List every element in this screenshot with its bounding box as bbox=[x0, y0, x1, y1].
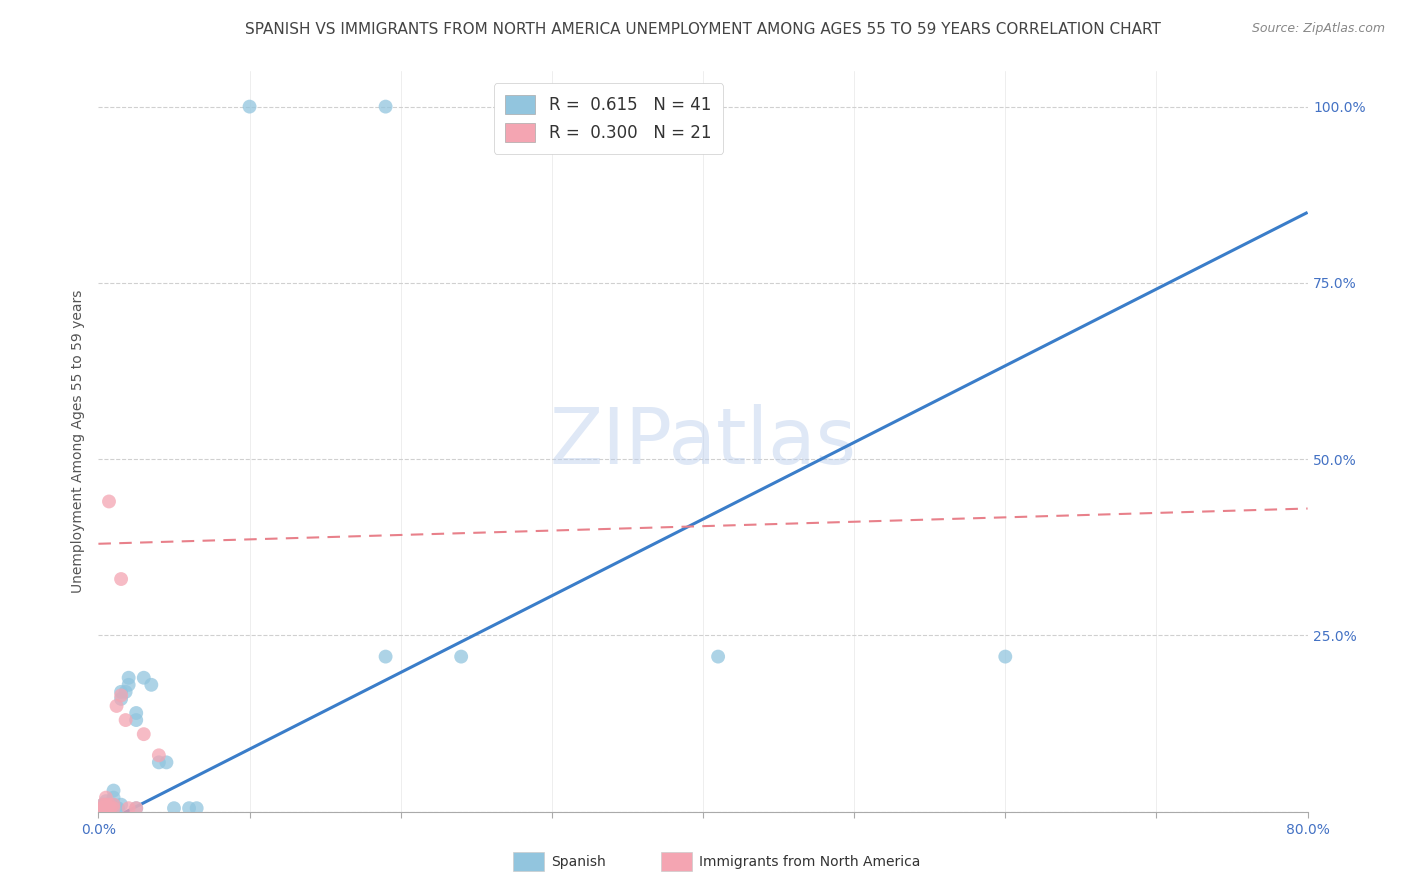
Point bbox=[374, 649, 396, 664]
Point bbox=[103, 797, 125, 812]
Text: SPANISH VS IMMIGRANTS FROM NORTH AMERICA UNEMPLOYMENT AMONG AGES 55 TO 59 YEARS : SPANISH VS IMMIGRANTS FROM NORTH AMERICA… bbox=[245, 22, 1161, 37]
Point bbox=[110, 685, 132, 699]
Point bbox=[98, 797, 121, 812]
Point bbox=[118, 671, 141, 685]
Point bbox=[118, 801, 141, 815]
Text: Source: ZipAtlas.com: Source: ZipAtlas.com bbox=[1251, 22, 1385, 36]
Point bbox=[148, 748, 170, 763]
Point bbox=[707, 649, 730, 664]
Point bbox=[110, 797, 132, 812]
Point bbox=[107, 801, 129, 815]
Point bbox=[105, 698, 128, 713]
Point bbox=[100, 801, 122, 815]
Point bbox=[93, 801, 115, 815]
Point bbox=[374, 100, 396, 114]
Point bbox=[163, 801, 186, 815]
Point bbox=[94, 797, 117, 812]
Point bbox=[90, 801, 112, 815]
Point bbox=[94, 801, 117, 815]
Point bbox=[100, 797, 122, 812]
Point bbox=[91, 801, 114, 815]
Point bbox=[450, 649, 472, 664]
Point bbox=[103, 801, 125, 815]
Point bbox=[110, 692, 132, 706]
Point bbox=[94, 797, 117, 812]
Text: Immigrants from North America: Immigrants from North America bbox=[699, 855, 920, 869]
Point bbox=[94, 801, 117, 815]
Point bbox=[132, 671, 155, 685]
Point bbox=[239, 100, 262, 114]
Text: Spanish: Spanish bbox=[551, 855, 606, 869]
Point bbox=[179, 801, 201, 815]
Point bbox=[96, 801, 118, 815]
Point bbox=[103, 783, 125, 797]
Point bbox=[100, 801, 122, 815]
Point bbox=[103, 797, 125, 812]
Point bbox=[155, 756, 177, 770]
Point bbox=[103, 801, 125, 815]
Point bbox=[1357, 100, 1379, 114]
Point bbox=[98, 494, 121, 508]
Point bbox=[125, 801, 148, 815]
Point bbox=[91, 797, 114, 812]
Point bbox=[96, 801, 118, 815]
Point bbox=[94, 790, 117, 805]
Point bbox=[132, 727, 155, 741]
Point bbox=[141, 678, 163, 692]
Point bbox=[148, 756, 170, 770]
Y-axis label: Unemployment Among Ages 55 to 59 years: Unemployment Among Ages 55 to 59 years bbox=[70, 290, 84, 593]
Point bbox=[94, 794, 117, 808]
Point bbox=[91, 801, 114, 815]
Point bbox=[110, 689, 132, 703]
Point bbox=[186, 801, 208, 815]
Point bbox=[103, 790, 125, 805]
Point bbox=[125, 801, 148, 815]
Legend: R =  0.615   N = 41, R =  0.300   N = 21: R = 0.615 N = 41, R = 0.300 N = 21 bbox=[494, 83, 723, 153]
Point bbox=[105, 801, 128, 815]
Point bbox=[114, 713, 136, 727]
Point bbox=[110, 572, 132, 586]
Point bbox=[994, 649, 1017, 664]
Point bbox=[118, 678, 141, 692]
Point bbox=[114, 685, 136, 699]
Point bbox=[125, 713, 148, 727]
Text: ZIPatlas: ZIPatlas bbox=[550, 403, 856, 480]
Point bbox=[93, 801, 115, 815]
Point bbox=[125, 706, 148, 720]
Point bbox=[98, 797, 121, 812]
Point bbox=[91, 797, 114, 812]
Point bbox=[90, 801, 112, 815]
